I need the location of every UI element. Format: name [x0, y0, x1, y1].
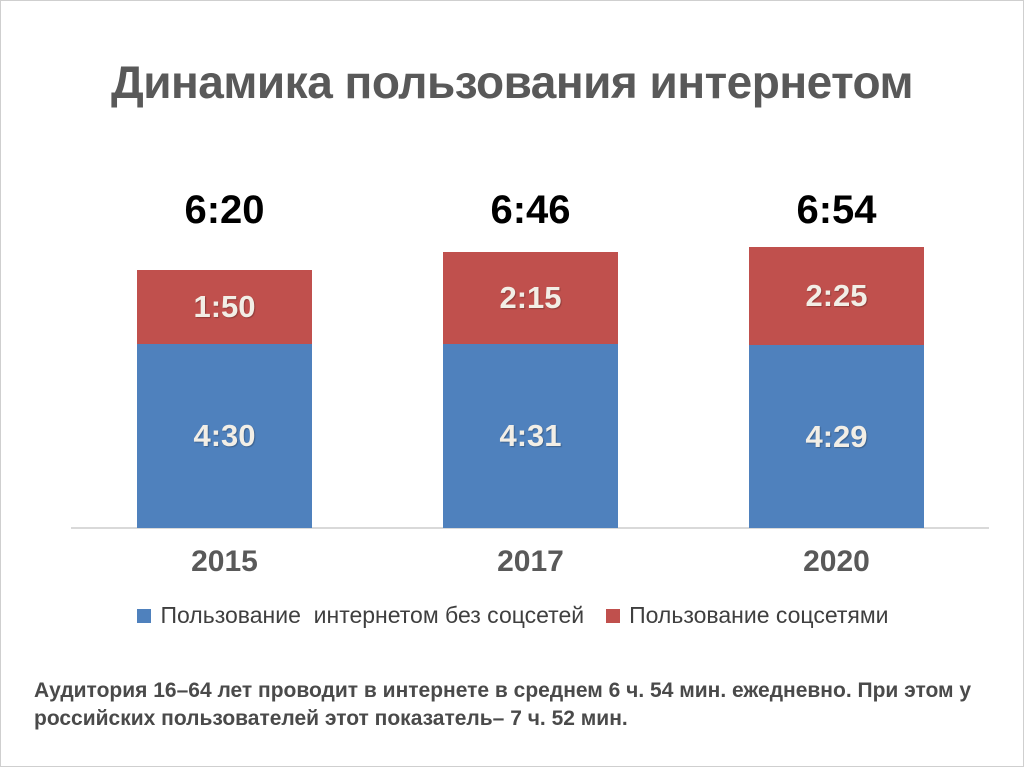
- segment-value-label: 2:25: [805, 277, 868, 313]
- bar-segment-internet-2017: 4:31: [443, 343, 618, 528]
- bar-2015: 1:50 4:30: [137, 269, 312, 528]
- caption-text: Аудитория 16–64 лет проводит в интернете…: [34, 677, 1009, 733]
- chart-legend: Пользование интернетом без соцсетей Поль…: [1, 602, 1023, 629]
- x-tick-2015: 2015: [191, 545, 258, 578]
- x-tick-2020: 2020: [803, 545, 870, 578]
- bar-2017: 2:15 4:31: [443, 251, 618, 528]
- segment-value-label: 4:31: [499, 417, 562, 453]
- segment-value-label: 1:50: [193, 289, 256, 324]
- total-label-2017: 6:46: [490, 188, 571, 232]
- bar-group-2020: 2:25 4:29: [749, 246, 924, 528]
- legend-swatch-red-icon: [606, 608, 621, 623]
- legend-item-social: Пользование соцсетями: [606, 602, 889, 629]
- total-label-2015: 6:20: [184, 188, 265, 232]
- bar-group-2015: 1:50 4:30: [137, 269, 312, 528]
- bar-group-2017: 2:15 4:31: [443, 251, 618, 528]
- bar-segment-social-2017: 2:15: [443, 251, 618, 344]
- total-label-2020: 6:54: [796, 188, 877, 232]
- x-tick-2017: 2017: [497, 545, 564, 578]
- caption-line-1: Аудитория 16–64 лет проводит в интернете…: [34, 679, 899, 702]
- legend-swatch-blue-icon: [137, 608, 152, 623]
- legend-item-internet: Пользование интернетом без соцсетей: [137, 602, 584, 629]
- segment-value-label: 4:30: [193, 418, 256, 454]
- legend-label-social: Пользование соцсетями: [629, 602, 889, 628]
- chart-title: Динамика пользования интернетом: [110, 56, 914, 108]
- bar-segment-internet-2020: 4:29: [749, 345, 924, 528]
- bar-segment-social-2015: 1:50: [137, 269, 312, 345]
- segment-value-label: 2:15: [499, 279, 562, 315]
- bar-segment-internet-2015: 4:30: [137, 344, 312, 528]
- bar-2020: 2:25 4:29: [749, 246, 924, 528]
- legend-label-internet: Пользование интернетом без соцсетей: [160, 602, 585, 628]
- bar-segment-social-2020: 2:25: [749, 246, 924, 346]
- x-axis-line: [71, 527, 989, 529]
- caption-line-2: этом у российских пользователей этот пок…: [34, 679, 972, 730]
- segment-value-label: 4:29: [805, 418, 868, 454]
